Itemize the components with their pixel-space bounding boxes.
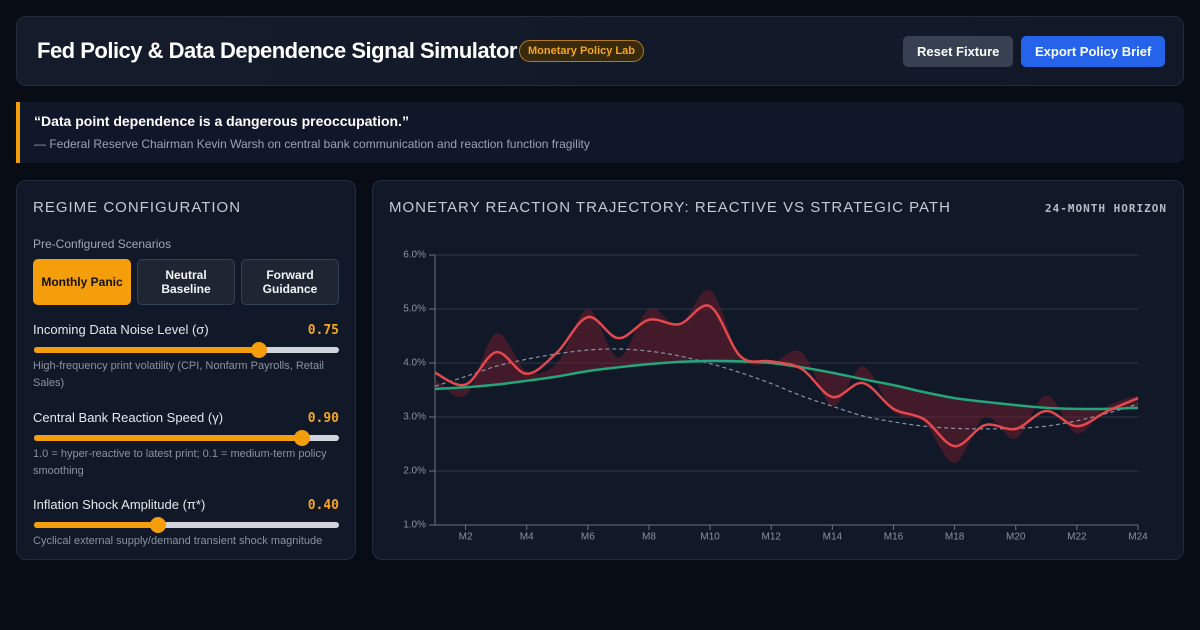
horizon-label: 24-MONTH HORIZON [1045, 202, 1167, 215]
slider-fill [34, 434, 303, 441]
slider-thumb[interactable] [149, 517, 166, 533]
x-tick-label: M6 [581, 532, 595, 543]
slider-value: 0.40 [307, 498, 339, 513]
y-tick-label: 4.0% [403, 358, 426, 369]
slider-thumb[interactable] [294, 429, 311, 446]
config-panel: REGIME CONFIGURATION Pre-Configured Scen… [16, 180, 356, 560]
y-tick-label: 2.0% [403, 466, 426, 477]
app-title: Fed Policy & Data Dependence Signal Simu… [37, 38, 517, 63]
y-tick-label: 5.0% [403, 304, 426, 315]
x-tick-label: M22 [1067, 532, 1087, 543]
header: Fed Policy & Data Dependence Signal Simu… [16, 16, 1184, 86]
slider-track [34, 517, 339, 533]
scenario-button[interactable]: Neutral Baseline [137, 259, 235, 305]
slider-fill [34, 522, 158, 528]
y-tick-label: 1.0% [403, 520, 426, 531]
slider-fill [34, 347, 259, 353]
scenarios-label: Pre-Configured Scenarios [33, 237, 172, 251]
slider-value: 0.90 [307, 410, 339, 426]
scenario-button[interactable]: Monthly Panic [33, 259, 131, 305]
slider-description: High-frequency print volatility (CPI, No… [33, 360, 324, 389]
slider-label: Incoming Data Noise Level (σ) [33, 322, 209, 337]
quote: “Data point dependence is a dangerous pr… [16, 102, 1184, 163]
reset-button[interactable]: Reset Fixture [903, 36, 1014, 67]
export-button[interactable]: Export Policy Brief [1021, 36, 1166, 67]
slider-label: Central Bank Reaction Speed (γ) [33, 409, 224, 425]
chart: 1.0% 2.0% 3.0% 4.0% 5.0% 6.0% M2 M4 M6 M8 M10 M12 M1… [403, 250, 1148, 543]
quote-attribution: — Federal Reserve Chairman Kevin Warsh o… [34, 137, 590, 151]
raw-signal-area [435, 289, 1138, 463]
slider-track [34, 342, 339, 358]
badge: Monetary Policy Lab [519, 40, 644, 62]
slider-description: Cyclical external supply/demand transien… [33, 535, 323, 547]
slider-track [34, 429, 339, 446]
x-tick-label: M12 [761, 532, 781, 543]
series-line [434, 304, 1139, 448]
x-tick-label: M4 [520, 532, 534, 543]
x-tick-label: M20 [1006, 532, 1026, 543]
slider-label: Inflation Shock Amplitude (π*) [33, 497, 206, 512]
x-tick-label: M24 [1128, 532, 1148, 543]
scenario-button[interactable]: Forward Guidance [241, 259, 339, 305]
y-tick-label: 3.0% [403, 412, 426, 423]
slider-thumb[interactable] [250, 342, 267, 358]
quote-text: “Data point dependence is a dangerous pr… [34, 113, 409, 129]
x-tick-label: M14 [823, 532, 843, 543]
slider-description: 1.0 = hyper-reactive to latest print; 0.… [33, 447, 327, 477]
x-tick-label: M16 [884, 532, 904, 543]
x-tick-label: M2 [459, 532, 473, 543]
x-tick-label: M18 [945, 532, 965, 543]
slider-value: 0.75 [307, 323, 339, 338]
chart-panel: MONETARY REACTION TRAJECTORY: REACTIVE V… [372, 180, 1184, 560]
panel-title: REGIME CONFIGURATION [33, 199, 242, 216]
panel-title: MONETARY REACTION TRAJECTORY: REACTIVE V… [389, 199, 951, 216]
y-tick-label: 6.0% [403, 250, 426, 261]
x-tick-label: M10 [700, 532, 720, 543]
x-tick-label: M8 [642, 532, 656, 543]
